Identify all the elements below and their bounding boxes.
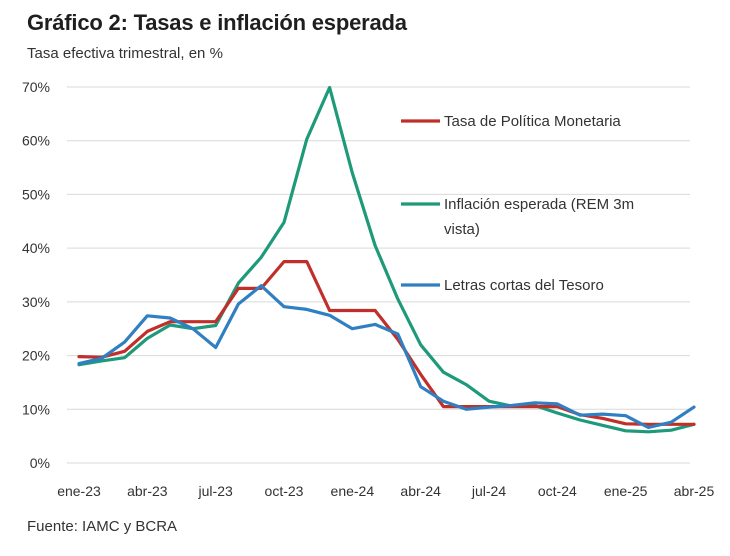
x-tick-label: abr-24 <box>400 483 441 499</box>
y-tick-label: 50% <box>22 186 50 202</box>
legend-label: Tasa de Política Monetaria <box>444 113 621 130</box>
y-tick-label: 20% <box>22 348 50 364</box>
legend-label: Inflación esperada (REM 3m vista) <box>444 196 634 238</box>
chart-title: Gráfico 2: Tasas e inflación esperada <box>27 10 407 35</box>
legend-label: Letras cortas del Tesoro <box>444 277 604 294</box>
chart-subtitle: Tasa efectiva trimestral, en % <box>27 45 223 62</box>
x-tick-label: ene-23 <box>57 483 101 499</box>
series-line-2 <box>77 284 696 430</box>
series-line-1 <box>77 85 696 434</box>
x-tick-label: jul-24 <box>471 483 506 499</box>
x-tick-label: oct-23 <box>265 483 304 499</box>
x-tick-label: oct-24 <box>538 483 577 499</box>
x-tick-label: abr-23 <box>127 483 168 499</box>
y-tick-label: 40% <box>22 240 50 256</box>
x-tick-label: ene-25 <box>604 483 648 499</box>
source-note: Fuente: IAMC y BCRA <box>27 518 178 535</box>
y-tick-label: 0% <box>30 455 50 471</box>
x-tick-label: ene-24 <box>331 483 375 499</box>
y-tick-label: 70% <box>22 79 50 95</box>
y-tick-label: 10% <box>22 401 50 417</box>
y-tick-label: 60% <box>22 133 50 149</box>
x-tick-label: abr-25 <box>674 483 715 499</box>
y-tick-label: 30% <box>22 294 50 310</box>
x-tick-label: jul-23 <box>198 483 233 499</box>
